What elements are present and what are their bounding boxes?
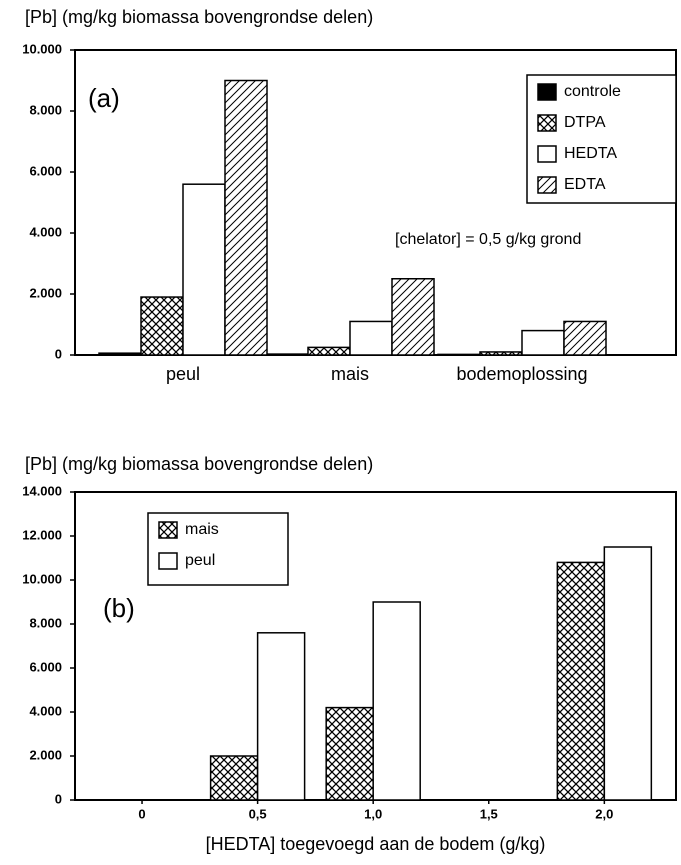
- bar: [140, 296, 184, 356]
- x-tick-label: 1,5: [480, 806, 498, 821]
- y-tick-label: 8.000: [29, 102, 62, 117]
- x-axis-label: [HEDTA] toegevoegd aan de bodem (g/kg): [206, 834, 546, 854]
- legend-label: DTPA: [564, 114, 606, 131]
- legend-label: mais: [185, 521, 219, 538]
- y-tick-label: 6.000: [29, 163, 62, 178]
- x-tick-label: peul: [166, 364, 200, 384]
- x-tick-label: bodemoplossing: [456, 364, 587, 384]
- legend-label: EDTA: [564, 176, 606, 193]
- y-tick-label: 4.000: [29, 224, 62, 239]
- bar: [521, 329, 565, 356]
- bar: [349, 320, 393, 356]
- y-tick-label: 2.000: [29, 747, 62, 762]
- bar: [563, 320, 607, 356]
- x-tick-label: 0: [138, 806, 145, 821]
- x-tick-label: 2,0: [595, 806, 613, 821]
- y-axis-label: [Pb] (mg/kg biomassa bovengrondse delen): [25, 454, 373, 474]
- y-tick-label: 0: [55, 791, 62, 806]
- bar: [479, 351, 523, 356]
- legend-swatch: [158, 552, 178, 570]
- bar: [556, 561, 606, 801]
- legend-swatch: [537, 114, 557, 132]
- legend-swatch: [537, 145, 557, 163]
- bar: [209, 755, 259, 801]
- bar: [372, 601, 421, 801]
- y-tick-label: 10.000: [22, 571, 62, 586]
- y-axis-label: [Pb] (mg/kg biomassa bovengrondse delen): [25, 7, 373, 27]
- y-tick-label: 14.000: [22, 483, 62, 498]
- bar: [182, 183, 226, 356]
- x-tick-label: 1,0: [364, 806, 382, 821]
- bar: [391, 278, 435, 356]
- y-tick-label: 0: [55, 346, 62, 361]
- legend-swatch: [537, 176, 557, 194]
- bar: [603, 546, 653, 801]
- bar: [265, 353, 309, 356]
- annotation: [chelator] = 0,5 g/kg grond: [395, 231, 581, 248]
- legend-label: HEDTA: [564, 145, 617, 162]
- bar: [256, 632, 306, 801]
- y-tick-label: 12.000: [22, 527, 62, 542]
- legend-label: controle: [564, 83, 621, 100]
- legend-swatch: [158, 521, 178, 539]
- bar: [307, 346, 351, 356]
- y-tick-label: 6.000: [29, 659, 62, 674]
- y-tick-label: 4.000: [29, 703, 62, 718]
- x-tick-label: 0,5: [249, 806, 267, 821]
- x-tick-label: mais: [331, 364, 369, 384]
- y-tick-label: 8.000: [29, 615, 62, 630]
- bar: [98, 352, 142, 356]
- bar: [224, 79, 268, 356]
- legend-label: peul: [185, 552, 215, 569]
- panel-label: (b): [103, 593, 135, 623]
- panel-label: (a): [88, 83, 120, 113]
- y-tick-label: 10.000: [22, 41, 62, 56]
- y-tick-label: 2.000: [29, 285, 62, 300]
- bar: [437, 353, 481, 356]
- legend-swatch: [537, 83, 557, 101]
- bar: [325, 706, 374, 801]
